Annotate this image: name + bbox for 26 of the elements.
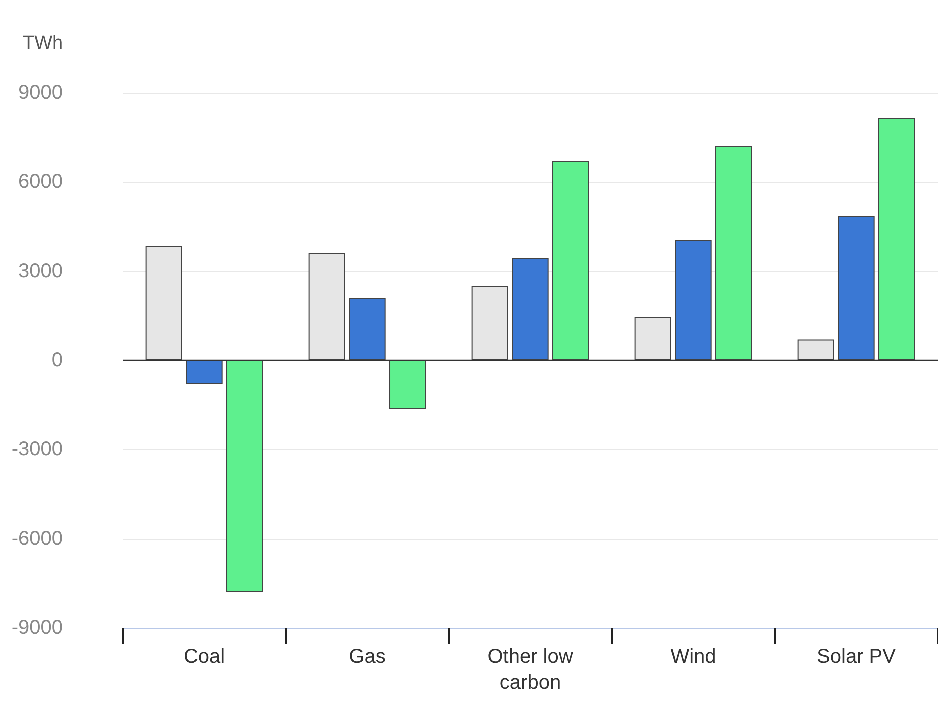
bar [716,146,752,360]
x-tick-label: Other low carbon [488,646,574,694]
bar [552,161,590,360]
x-tick-label: Wind [670,646,716,668]
bar [349,298,386,360]
x-tick-label: Coal [184,646,226,668]
bar [838,216,875,360]
bar [512,258,549,360]
bar [226,360,264,592]
bar [878,118,916,360]
bar [798,340,834,360]
x-tick-label: Gas [349,646,386,668]
bar [390,360,426,410]
y-tick-label: 6000 [18,171,63,194]
bar [675,240,712,360]
y-tick-label: -9000 [12,617,63,639]
y-axis-title: TWh [23,33,64,54]
y-tick-label: 3000 [18,260,63,282]
y-tick-label: 9000 [18,82,63,104]
y-tick-label: 0 [52,350,63,372]
y-tick-label: -3000 [12,438,63,461]
bar [634,317,672,360]
y-tick-label: -6000 [12,528,63,550]
x-tick-label: Solar PV [817,646,897,668]
bar [472,286,508,360]
bar [186,360,223,384]
